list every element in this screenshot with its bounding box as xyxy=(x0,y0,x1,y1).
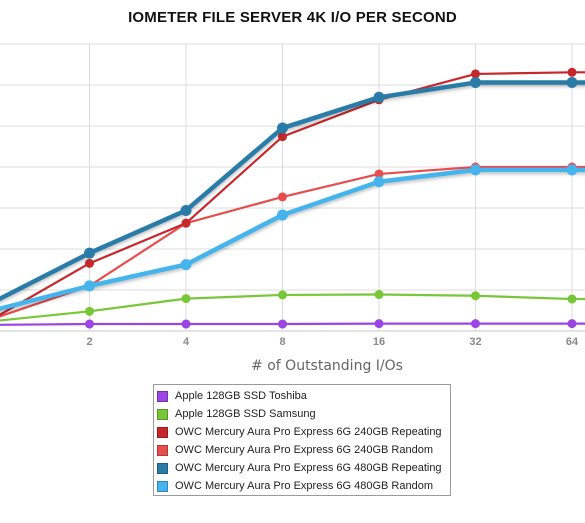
series-5 xyxy=(0,77,585,302)
series-line xyxy=(0,71,585,316)
data-point xyxy=(567,67,577,77)
data-point xyxy=(567,319,577,329)
data-point xyxy=(374,290,384,300)
data-point xyxy=(278,192,287,202)
legend-item: Apple 128GB SSD Samsung xyxy=(157,405,450,423)
x-tick-label: 16 xyxy=(373,336,385,348)
legend-swatch xyxy=(157,444,168,456)
data-point xyxy=(471,319,480,329)
data-point xyxy=(180,204,192,216)
legend-swatch xyxy=(157,426,168,438)
legend-swatch xyxy=(157,390,168,402)
x-tick-label: 4 xyxy=(183,336,190,348)
data-point xyxy=(278,132,287,142)
legend-item: OWC Mercury Aura Pro Express 6G 480GB Ra… xyxy=(157,477,450,495)
data-point xyxy=(471,291,480,301)
data-point xyxy=(567,294,577,304)
data-point xyxy=(277,122,288,134)
series-3 xyxy=(0,67,585,316)
plot-area: 2 4 8 16 32 64 # of Outstanding I/Os xyxy=(0,43,585,374)
data-point xyxy=(84,247,95,259)
data-point xyxy=(85,258,94,268)
legend: Apple 128GB SSD Toshiba Apple 128GB SSD S… xyxy=(153,384,451,496)
x-axis-title: # of Outstanding I/Os xyxy=(251,358,403,374)
series-line xyxy=(0,167,585,312)
data-point xyxy=(85,319,94,329)
legend-label: Apple 128GB SSD Samsung xyxy=(175,408,316,420)
legend-item: Apple 128GB SSD Toshiba xyxy=(157,387,450,405)
data-point xyxy=(470,77,481,89)
data-point xyxy=(471,69,480,79)
x-tick-label: 2 xyxy=(86,336,92,348)
data-point xyxy=(181,319,191,329)
legend-label: OWC Mercury Aura Pro Express 6G 240GB Re… xyxy=(175,426,442,438)
chart-title: IOMETER FILE SERVER 4K I/O PER SECOND xyxy=(128,9,457,26)
series-6 xyxy=(0,164,585,312)
data-point xyxy=(84,280,95,292)
series-4 xyxy=(0,162,585,318)
series-1 xyxy=(0,319,585,329)
series-line xyxy=(0,80,585,302)
x-tick-label: 8 xyxy=(279,336,285,348)
data-point xyxy=(180,259,192,271)
data-point xyxy=(181,218,191,228)
x-tick-label: 32 xyxy=(469,336,481,348)
legend-item: OWC Mercury Aura Pro Express 6G 480GB Re… xyxy=(157,459,450,477)
data-point xyxy=(374,319,384,329)
legend-swatch xyxy=(157,480,168,492)
data-point xyxy=(277,209,288,221)
data-point xyxy=(566,164,578,176)
data-point xyxy=(566,77,578,89)
data-point xyxy=(278,319,287,329)
legend-label: OWC Mercury Aura Pro Express 6G 480GB Re… xyxy=(175,462,442,474)
legend-swatch xyxy=(157,408,168,420)
legend-item: OWC Mercury Aura Pro Express 6G 240GB Ra… xyxy=(157,441,450,459)
series-line xyxy=(0,165,585,318)
series-line xyxy=(0,322,585,326)
series-2 xyxy=(0,290,585,322)
legend-label: Apple 128GB SSD Toshiba xyxy=(175,390,307,402)
data-point xyxy=(181,294,191,304)
series-line xyxy=(0,293,585,322)
legend-item: OWC Mercury Aura Pro Express 6G 240GB Re… xyxy=(157,423,450,441)
x-tick-label: 64 xyxy=(566,336,579,348)
legend-label: OWC Mercury Aura Pro Express 6G 480GB Ra… xyxy=(175,480,433,492)
data-point xyxy=(85,306,94,316)
legend-label: OWC Mercury Aura Pro Express 6G 240GB Ra… xyxy=(175,444,433,456)
data-point xyxy=(373,91,385,103)
data-point xyxy=(278,290,287,300)
data-point xyxy=(470,164,481,176)
data-point xyxy=(374,169,384,179)
legend-swatch xyxy=(157,462,168,474)
data-point xyxy=(373,176,385,188)
